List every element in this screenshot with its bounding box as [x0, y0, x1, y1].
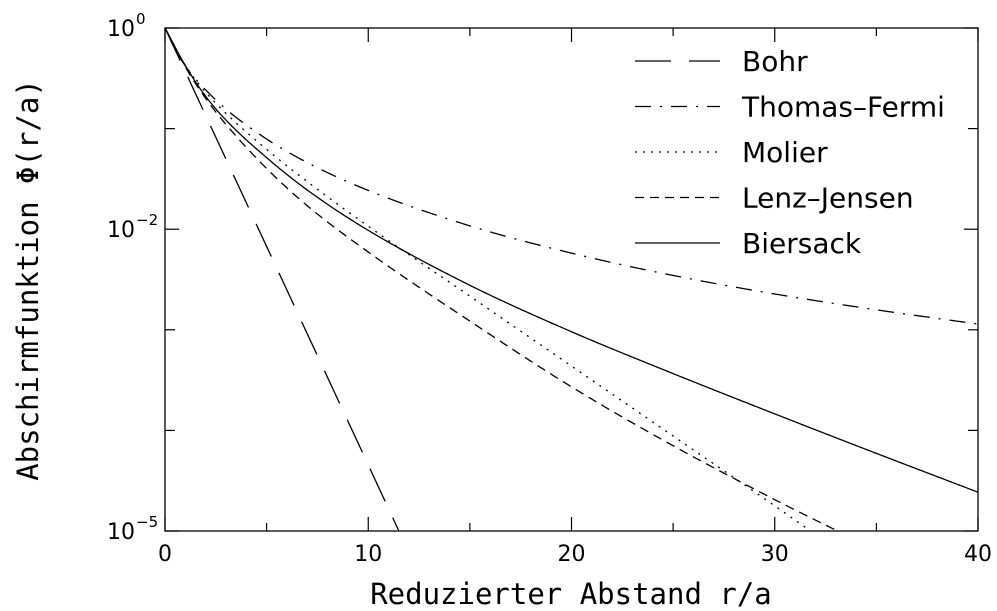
legend-label: Bohr — [742, 45, 808, 78]
x-tick-label: 0 — [158, 542, 172, 567]
series-line-thomas-fermi — [165, 28, 978, 325]
y-tick-exponent: −5 — [136, 513, 158, 531]
series-line-bohr — [165, 28, 400, 531]
x-tick-labels: 0 10 20 30 40 — [158, 542, 992, 567]
y-axis-title: Abschirmfunktion Φ(r/a) — [11, 79, 45, 481]
legend-label: Biersack — [742, 227, 862, 260]
y-tick-exponent: 0 — [136, 10, 146, 28]
y-tick-label: 10 — [107, 17, 135, 42]
y-tick-exponent: −2 — [136, 211, 158, 229]
y-tick-labels: 10 010 −210 −5 — [107, 10, 158, 545]
legend-label: Lenz–Jensen — [742, 182, 914, 215]
x-axis-title: Reduzierter Abstand r/a — [370, 577, 772, 611]
y-tick-label: 10 — [107, 520, 135, 545]
legend-label: Molier — [742, 136, 828, 169]
series-line-lenz-jensen — [165, 28, 840, 531]
legend: Bohr Thomas–Fermi Molier Lenz–Jensen Biersac… — [635, 45, 945, 260]
series-line-biersack — [165, 28, 978, 493]
x-tick-label: 10 — [354, 542, 382, 567]
x-tick-label: 20 — [558, 542, 586, 567]
axis-ticks — [164, 27, 979, 532]
y-tick-label: 10 — [107, 218, 135, 243]
legend-label: Thomas–Fermi — [741, 91, 945, 124]
x-tick-label: 40 — [964, 542, 992, 567]
x-tick-label: 30 — [761, 542, 789, 567]
series-lines — [165, 28, 978, 531]
